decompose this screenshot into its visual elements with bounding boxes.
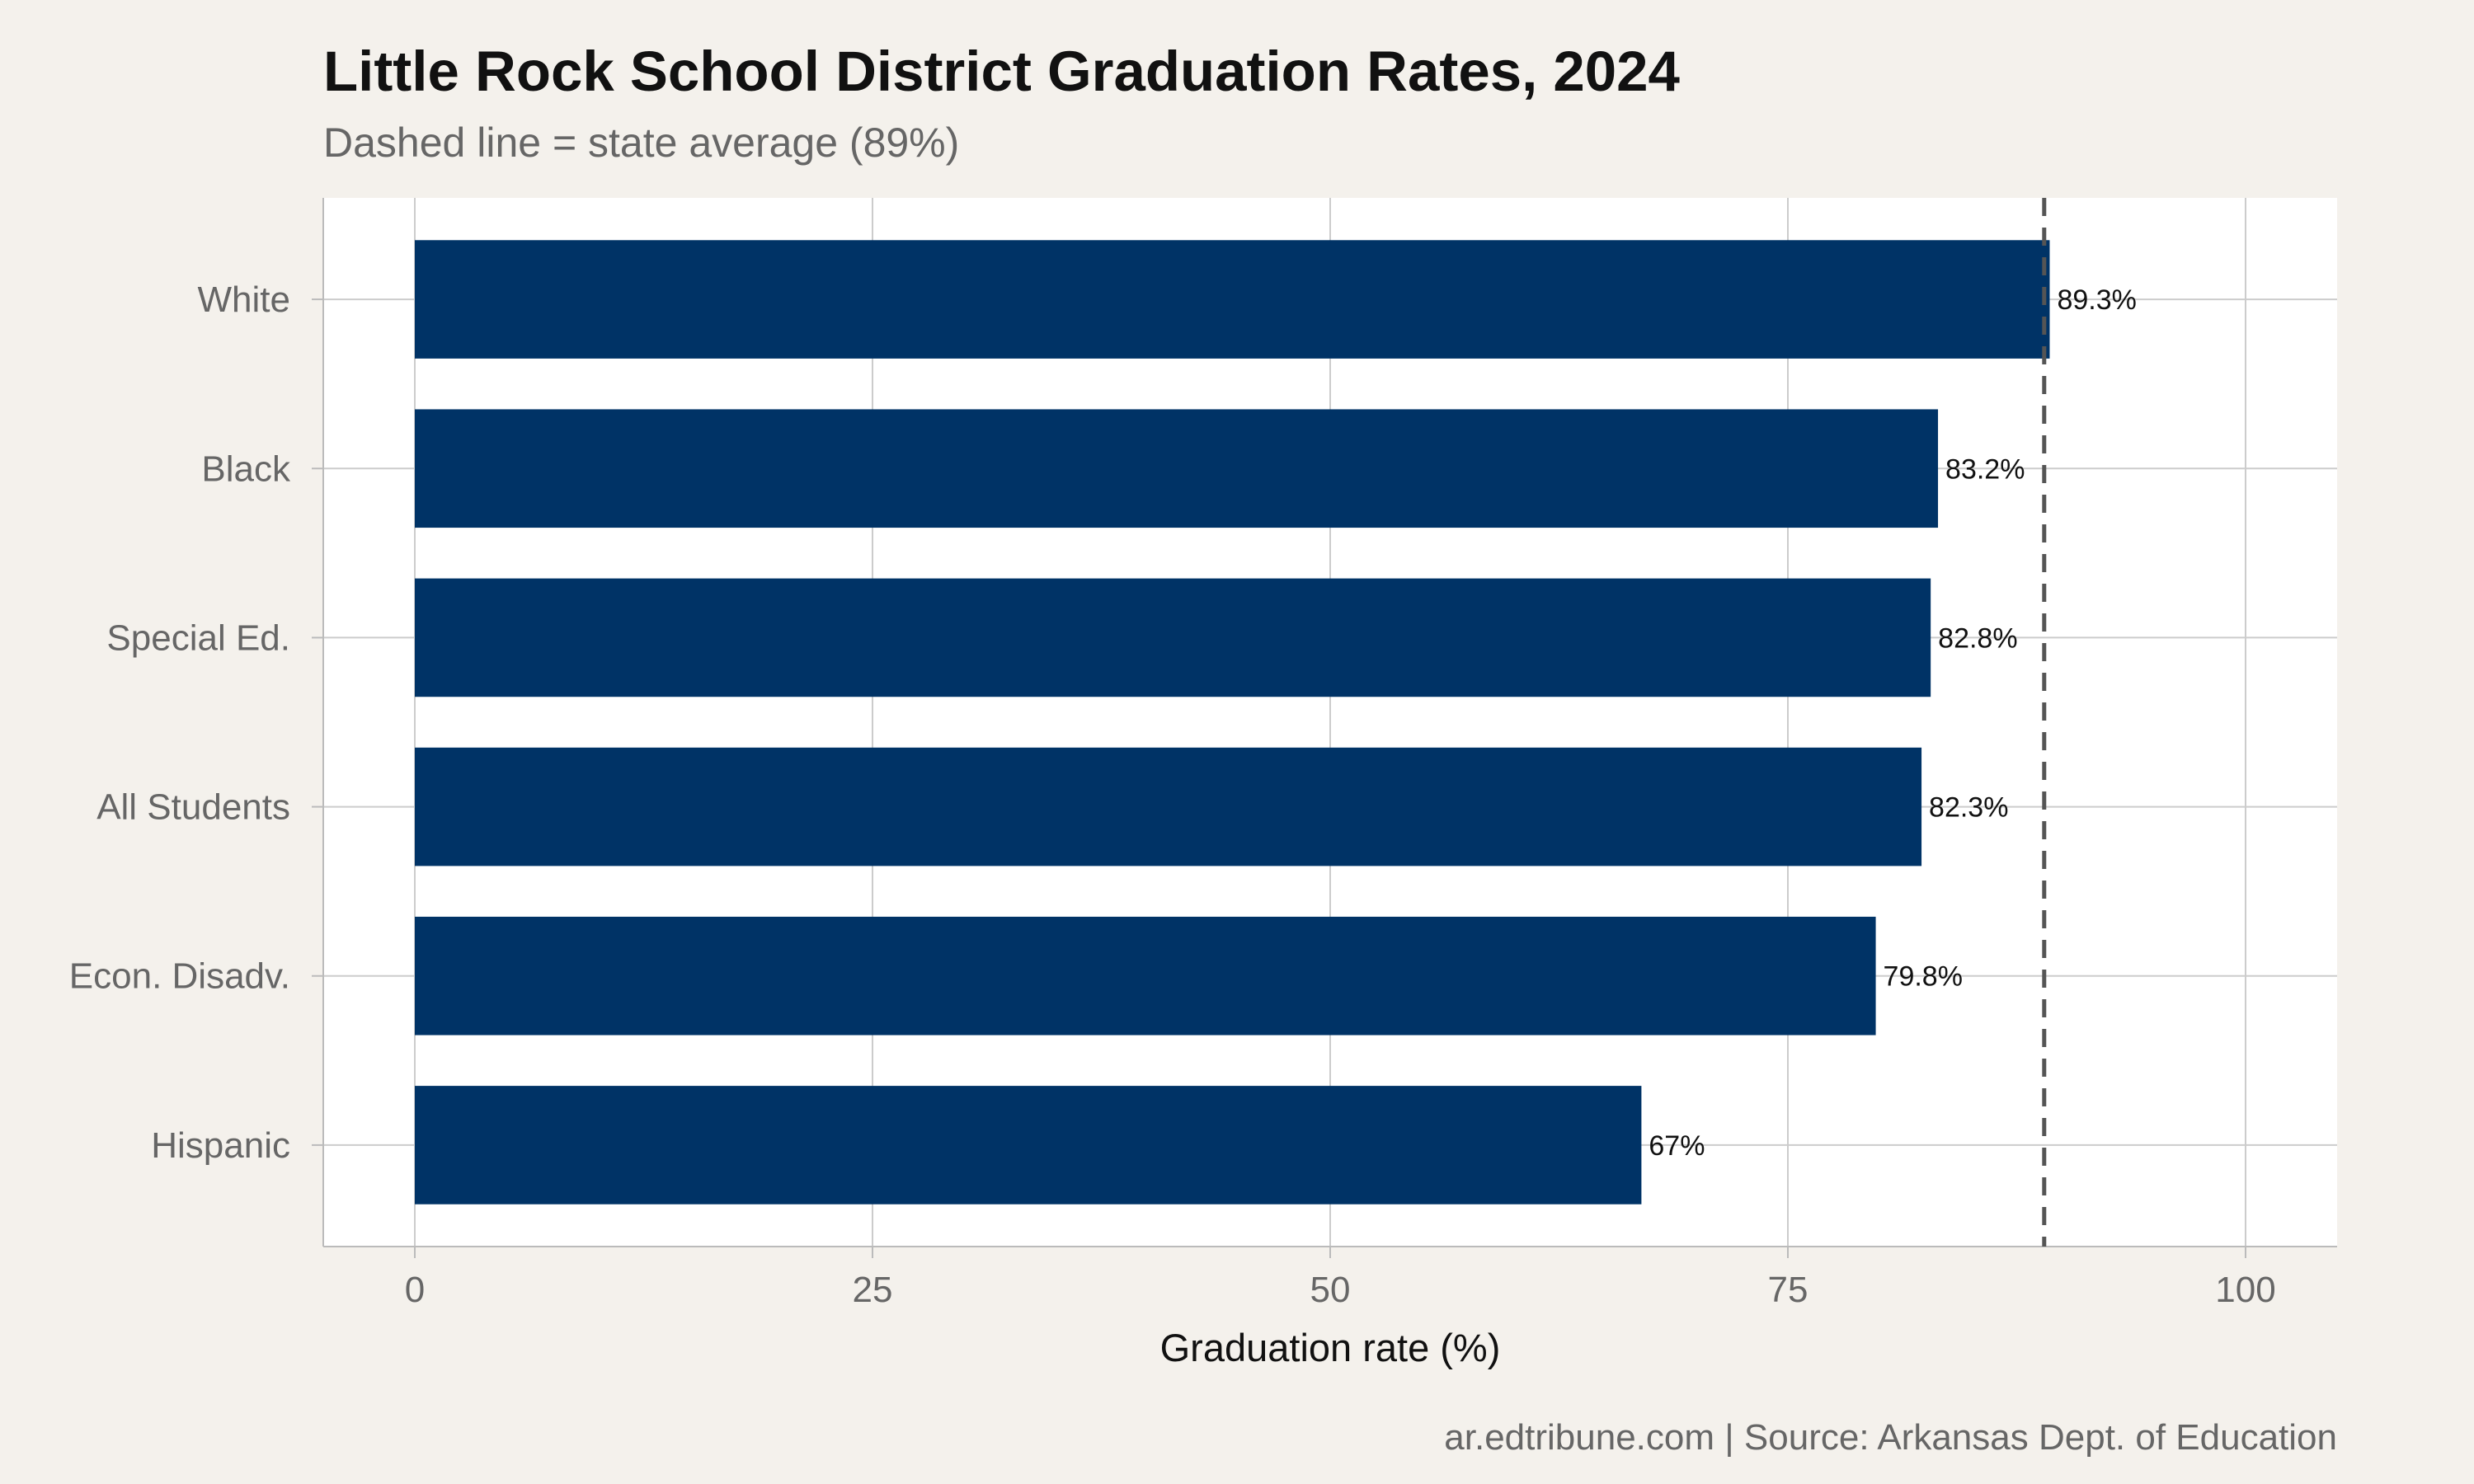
bar-value-label: 89.3%: [2057, 284, 2136, 316]
y-tick-label: Special Ed.: [106, 618, 290, 658]
x-tick-label: 25: [853, 1270, 893, 1310]
chart-caption: ar.edtribune.com | Source: Arkansas Dept…: [1444, 1417, 2337, 1458]
bar-value-label: 83.2%: [1945, 453, 2025, 485]
y-tick-label: All Students: [96, 787, 290, 828]
chart-subtitle: Dashed line = state average (89%): [323, 120, 959, 166]
bar: [415, 916, 1876, 1036]
bar: [415, 578, 1931, 697]
bar-value-label: 82.3%: [1929, 792, 2008, 824]
bar-value-label: 67%: [1649, 1130, 1705, 1162]
bars: [415, 240, 2050, 1205]
x-tick-label: 0: [405, 1270, 425, 1310]
y-tick-label: Hispanic: [151, 1125, 290, 1166]
x-tick-label: 75: [1768, 1270, 1808, 1310]
data-labels: 89.3% 83.2% 82.8% 82.3% 79.8% 67%: [1649, 284, 2136, 1162]
y-tick-label: Black: [201, 448, 291, 489]
bar: [415, 240, 2050, 359]
y-axis: White Black Special Ed. All Students Econ. D…: [69, 279, 323, 1166]
bar-value-label: 79.8%: [1884, 961, 1963, 993]
chart-title: Little Rock School District Graduation R…: [323, 40, 1680, 103]
bar-value-label: 82.8%: [1938, 622, 2017, 654]
y-tick-label: White: [198, 279, 290, 320]
bar: [415, 1086, 1642, 1205]
x-axis-label: Graduation rate (%): [1160, 1326, 1501, 1369]
bar: [415, 409, 1939, 528]
x-tick-label: 100: [2215, 1270, 2275, 1310]
bar: [415, 747, 1922, 866]
x-axis: 0 25 50 75 100: [405, 1247, 2276, 1310]
x-tick-label: 50: [1310, 1270, 1351, 1310]
y-tick-label: Econ. Disadv.: [69, 956, 290, 997]
